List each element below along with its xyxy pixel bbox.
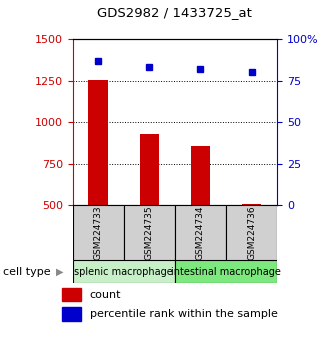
Bar — [62, 307, 81, 321]
Bar — [140, 134, 159, 205]
Bar — [124, 205, 175, 260]
Text: cell type: cell type — [3, 267, 51, 277]
Text: ▶: ▶ — [56, 267, 63, 277]
Bar — [73, 205, 124, 260]
Bar — [88, 80, 108, 205]
Text: GSM224736: GSM224736 — [247, 205, 256, 260]
Text: percentile rank within the sample: percentile rank within the sample — [90, 309, 278, 319]
Text: count: count — [90, 290, 121, 300]
Bar — [73, 260, 175, 283]
Text: GSM224733: GSM224733 — [94, 205, 103, 260]
Bar — [62, 288, 81, 301]
Text: GSM224734: GSM224734 — [196, 206, 205, 260]
Text: splenic macrophage: splenic macrophage — [74, 267, 173, 277]
Text: GSM224735: GSM224735 — [145, 205, 154, 260]
Text: intestinal macrophage: intestinal macrophage — [171, 267, 281, 277]
Bar — [242, 204, 261, 205]
Bar — [226, 205, 277, 260]
Bar — [175, 260, 277, 283]
Bar — [191, 146, 210, 205]
Bar — [175, 205, 226, 260]
Text: GDS2982 / 1433725_at: GDS2982 / 1433725_at — [97, 6, 252, 19]
